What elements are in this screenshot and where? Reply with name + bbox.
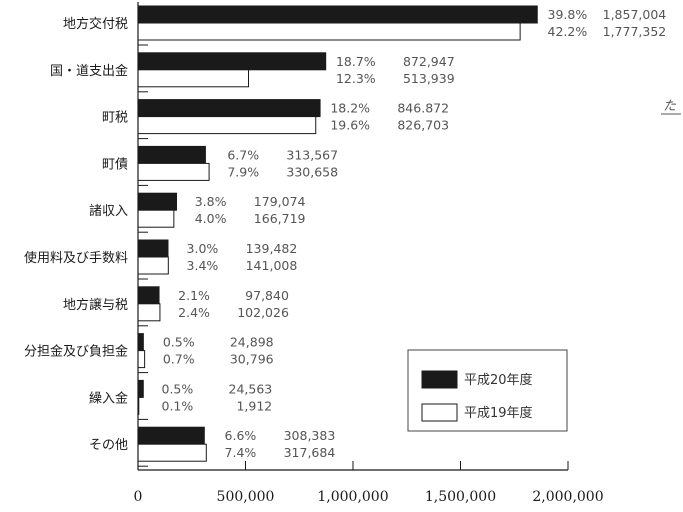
data-label-percent: 18.2% <box>330 101 370 116</box>
data-label-value: 846.872 <box>397 101 449 116</box>
data-label-value: 317,684 <box>284 445 336 460</box>
data-label-value: 308,383 <box>284 428 336 443</box>
category-label: 地方交付税 <box>63 16 128 32</box>
data-label-value: 1,857,004 <box>603 7 667 22</box>
data-label-percent: 2.4% <box>178 305 210 320</box>
bar-h20 <box>137 286 160 305</box>
data-label-percent: 42.2% <box>548 24 588 39</box>
data-label-percent: 0.5% <box>163 335 195 350</box>
category-label: その他 <box>89 438 128 453</box>
data-label-value: 166,719 <box>254 211 306 226</box>
data-label-percent: 3.8% <box>195 194 227 209</box>
bar-h20 <box>137 426 205 445</box>
x-tick-label: 1,000,000 <box>317 489 388 505</box>
bar-h20 <box>137 379 144 398</box>
legend-label: 平成19年度 <box>464 405 533 421</box>
data-label-percent: 0.7% <box>163 352 195 367</box>
data-label-percent: 39.8% <box>548 7 588 22</box>
category-label: 国・道支出金 <box>50 63 128 79</box>
bar-h20 <box>137 239 169 258</box>
data-label-percent: 2.1% <box>178 288 210 303</box>
legend-swatch <box>421 403 458 422</box>
data-label-percent: 18.7% <box>336 54 376 69</box>
data-label-value: 872,947 <box>403 54 455 69</box>
category-label: 繰入金 <box>89 390 128 406</box>
data-label-percent: 0.5% <box>162 381 194 396</box>
bar-h20 <box>137 5 538 24</box>
data-label-value: 179,074 <box>254 194 306 209</box>
side-note-text: た <box>663 99 677 114</box>
data-labels: 39.8% 1,857,004 42.2% 1,777,352 18.7% 872,947… <box>162 7 667 460</box>
data-label-value: 97,840 <box>245 288 289 303</box>
data-label-percent: 3.0% <box>187 241 219 256</box>
x-tick-label: 2,000,000 <box>532 489 603 505</box>
category-labels: 地方交付税国・道支出金町税町債諸収入使用料及び手数料地方譲与税分担金及び負担金繰… <box>24 16 128 453</box>
x-tick-label: 500,000 <box>217 489 275 505</box>
category-label: 分担金及び負担金 <box>24 344 128 360</box>
data-label-value: 24,898 <box>230 335 274 350</box>
x-axis: 0 500,000 1,000,000 1,500,000 2,000,000 <box>134 2 604 505</box>
bar-h19 <box>137 116 317 135</box>
data-label-percent: 7.4% <box>225 445 257 460</box>
data-label-percent: 3.4% <box>187 258 219 273</box>
data-label-value: 513,939 <box>403 71 455 86</box>
data-label-percent: 0.1% <box>162 398 194 413</box>
data-label-value: 313,567 <box>286 147 338 162</box>
category-label: 地方譲与税 <box>63 297 128 313</box>
category-label: 町債 <box>102 157 128 172</box>
bar-h20 <box>137 333 144 352</box>
legend-swatch <box>421 370 458 389</box>
bar-h20 <box>137 52 327 71</box>
data-label-percent: 12.3% <box>336 71 376 86</box>
bar-h19 <box>137 209 175 228</box>
x-tick-label: 0 <box>134 489 143 505</box>
bar-h19 <box>137 443 207 462</box>
data-label-value: 1,912 <box>236 398 272 413</box>
legend-label: 平成20年度 <box>464 372 533 388</box>
bar-h19 <box>137 22 521 41</box>
data-label-percent: 6.6% <box>225 428 257 443</box>
data-label-value: 1,777,352 <box>603 24 667 39</box>
data-label-value: 24,563 <box>229 381 273 396</box>
data-label-percent: 19.6% <box>330 118 370 133</box>
bar-h19 <box>137 69 249 88</box>
data-label-value: 102,026 <box>237 305 289 320</box>
bar-h20 <box>137 145 206 164</box>
data-label-percent: 4.0% <box>195 211 227 226</box>
data-label-value: 141,008 <box>246 258 298 273</box>
category-label: 町税 <box>102 111 128 126</box>
category-label: 諸収入 <box>89 203 128 219</box>
bar-h19 <box>137 350 146 369</box>
bar-h19 <box>137 256 169 275</box>
data-label-percent: 7.9% <box>227 164 259 179</box>
x-tick-label: 1,500,000 <box>425 489 496 505</box>
data-label-value: 139,482 <box>246 241 298 256</box>
data-label-value: 826,703 <box>397 118 449 133</box>
data-label-value: 30,796 <box>230 352 274 367</box>
bar-h20 <box>137 99 321 118</box>
bar-h19 <box>137 162 210 181</box>
bar-h19 <box>137 303 161 322</box>
bar-h20 <box>137 192 178 211</box>
data-label-value: 330,658 <box>286 164 338 179</box>
category-label: 使用料及び手数料 <box>24 250 128 266</box>
data-label-percent: 6.7% <box>227 147 259 162</box>
